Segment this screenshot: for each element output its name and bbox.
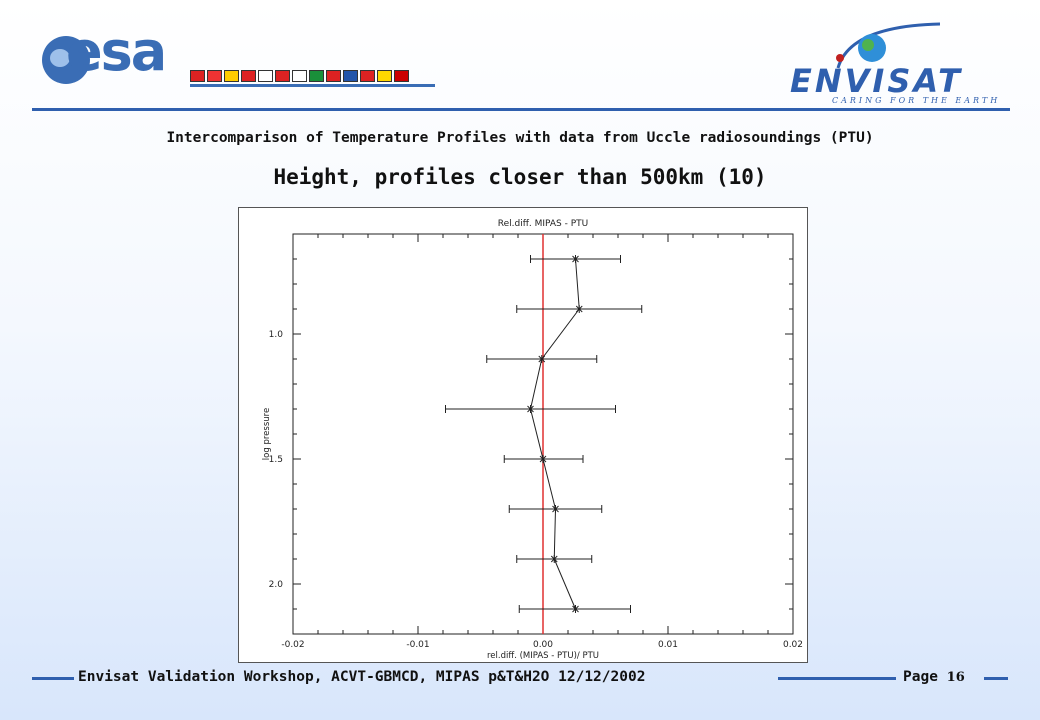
header-divider (32, 108, 1010, 111)
data-point-marker-stroke (575, 305, 583, 313)
data-point-marker-stroke (572, 605, 579, 613)
footer-rule-mid (778, 677, 896, 680)
y-axis-label: log pressure (262, 408, 272, 460)
data-point (537, 355, 546, 363)
member-flags (190, 70, 409, 82)
flag-5 (275, 70, 290, 82)
profile-line (529, 258, 580, 610)
x-tick-label: -0.01 (406, 640, 429, 650)
data-point (526, 405, 535, 413)
x-tick-label: -0.02 (281, 640, 304, 650)
x-tick-label: 0.00 (533, 640, 553, 650)
x-axis-label: rel.diff. (MIPAS - PTU)/ PTU (487, 651, 599, 661)
footer-rule-left (32, 677, 74, 680)
esa-logo-text: esa (66, 20, 167, 83)
flag-7 (309, 70, 324, 82)
footer-text: Envisat Validation Workshop, ACVT-GBMCD,… (78, 669, 646, 685)
data-point (551, 505, 560, 513)
flag-0 (190, 70, 205, 82)
profile-chart: -0.02 -0.01 0.00 0.01 0.02 1.0 1.5 2.0 Rel.diff.… (262, 219, 803, 661)
page-label: Page (903, 669, 938, 685)
data-point-marker-stroke (572, 255, 579, 263)
flag-4 (258, 70, 273, 82)
chart-title: Rel.diff. MIPAS - PTU (498, 219, 589, 229)
data-point-marker-stroke (552, 505, 559, 513)
y-tick-label: 1.0 (269, 330, 284, 340)
data-point-marker-stroke (539, 455, 547, 463)
data-point (575, 305, 584, 313)
data-point-marker-stroke (538, 355, 546, 363)
data-point-marker-stroke (527, 405, 534, 413)
page-indicator: Page 16 (903, 669, 965, 685)
flag-3 (241, 70, 256, 82)
esa-logo-underline (190, 84, 435, 87)
esa-logo-mark (42, 36, 90, 84)
data-point (571, 605, 580, 613)
data-point (571, 255, 580, 263)
flag-1 (207, 70, 222, 82)
chart-container: -0.02 -0.01 0.00 0.01 0.02 1.0 1.5 2.0 Rel.diff.… (238, 207, 808, 663)
page-number: 16 (946, 670, 965, 685)
flag-10 (360, 70, 375, 82)
y-tick-label: 1.5 (269, 455, 283, 465)
flag-2 (224, 70, 239, 82)
envisat-logo-text: ENVISAT (790, 62, 963, 100)
slide-subtitle: Intercomparison of Temperature Profiles … (166, 130, 874, 146)
slide-title: Height, profiles closer than 500km (10) (273, 165, 767, 189)
y-tick-label: 2.0 (269, 580, 284, 590)
envisat-tagline: CARING FOR THE EARTH (832, 96, 1001, 105)
esa-logo (40, 28, 440, 92)
flag-12 (394, 70, 409, 82)
data-point (550, 555, 559, 563)
flag-9 (343, 70, 358, 82)
x-tick-label: 0.02 (783, 640, 803, 650)
data-point (539, 455, 547, 463)
flag-8 (326, 70, 341, 82)
data-point-marker-stroke (550, 555, 558, 563)
flag-11 (377, 70, 392, 82)
footer-rule-right (984, 677, 1008, 680)
envisat-logo (836, 22, 941, 69)
flag-6 (292, 70, 307, 82)
x-tick-label: 0.01 (658, 640, 678, 650)
